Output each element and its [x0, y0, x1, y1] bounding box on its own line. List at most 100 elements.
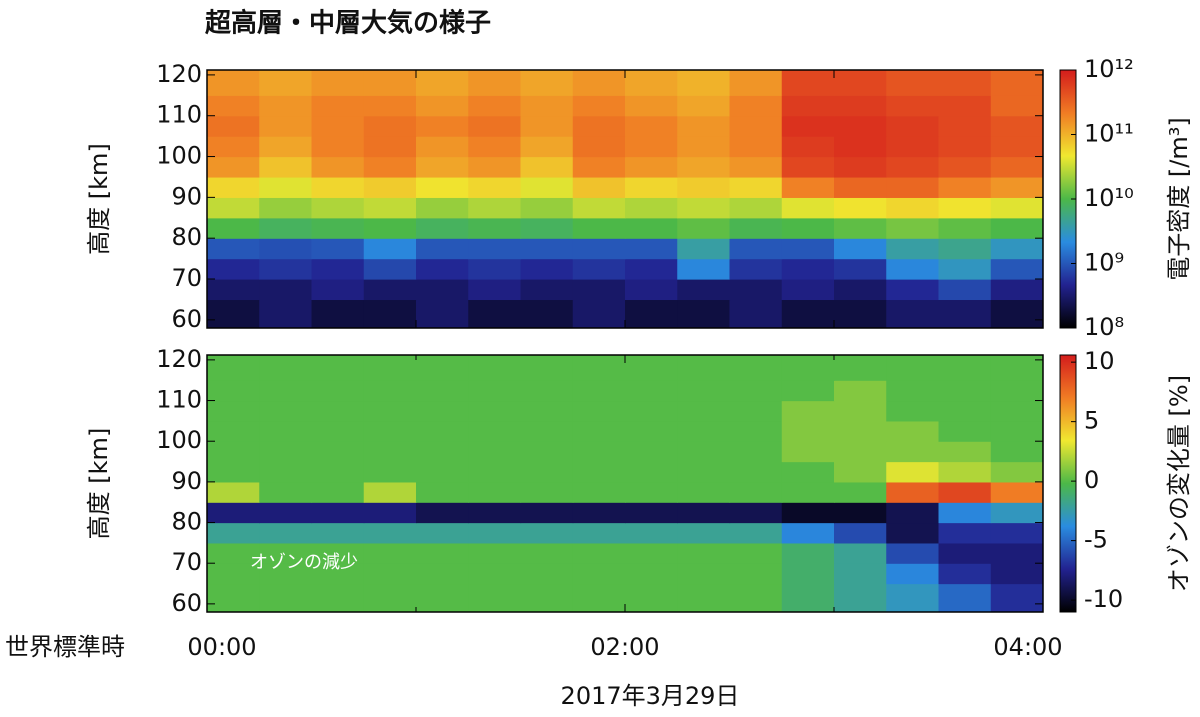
heatmap-cell	[886, 70, 940, 96]
heatmap-cell	[834, 563, 887, 585]
heatmap-cell	[311, 299, 365, 328]
heatmap-cell	[781, 136, 835, 158]
heatmap-cell	[938, 461, 992, 483]
colorbar-tick-label: 0	[1084, 466, 1099, 494]
heatmap-cell	[207, 217, 260, 239]
heatmap-cell	[677, 441, 731, 463]
heatmap-cell	[520, 238, 574, 260]
heatmap-cell	[781, 522, 835, 544]
heatmap-cell	[416, 176, 469, 198]
heatmap-cell	[416, 563, 469, 585]
heatmap-cell	[886, 299, 940, 328]
heatmap-cell	[416, 461, 469, 483]
heatmap-cell	[886, 238, 940, 260]
colorbar-tick-label: 10⁸	[1084, 313, 1124, 341]
heatmap-cell	[625, 380, 678, 402]
heatmap-cell	[677, 115, 731, 137]
heatmap-cell	[468, 522, 522, 544]
heatmap-cell	[677, 70, 731, 96]
heatmap-cell	[677, 481, 731, 503]
heatmap-cell	[990, 156, 1043, 178]
heatmap-cell	[625, 115, 678, 137]
heatmap-cell	[311, 238, 365, 260]
heatmap-cell	[781, 400, 835, 422]
heatmap-cell	[520, 441, 574, 463]
heatmap-cell	[572, 279, 626, 301]
heatmap-cell	[363, 420, 417, 442]
heatmap-cell	[938, 355, 992, 381]
x-tick-label: 02:00	[590, 633, 659, 661]
heatmap-cell	[938, 197, 992, 219]
heatmap-cell	[781, 481, 835, 503]
heatmap	[207, 355, 1043, 612]
heatmap-cell	[207, 461, 260, 483]
heatmap-cell	[572, 197, 626, 219]
heatmap-cell	[677, 238, 731, 260]
heatmap	[207, 70, 1043, 328]
heatmap-cell	[625, 156, 678, 178]
heatmap-cell	[625, 217, 678, 239]
heatmap-cell	[990, 70, 1043, 96]
heatmap-cell	[834, 400, 887, 422]
heatmap-cell	[938, 70, 992, 96]
heatmap-cell	[468, 400, 522, 422]
heatmap-cell	[625, 563, 678, 585]
heatmap-cell	[834, 156, 887, 178]
heatmap-cell	[781, 563, 835, 585]
heatmap-cell	[834, 299, 887, 328]
heatmap-cell	[938, 176, 992, 198]
heatmap-cell	[468, 197, 522, 219]
heatmap-cell	[938, 481, 992, 503]
heatmap-cell	[520, 502, 574, 524]
heatmap-cell	[311, 441, 365, 463]
heatmap-cell	[677, 542, 731, 564]
x-axis-label: 2017年3月29日	[561, 682, 740, 710]
heatmap-cell	[572, 176, 626, 198]
heatmap-cell	[207, 502, 260, 524]
heatmap-cell	[886, 279, 940, 301]
heatmap-cell	[259, 197, 313, 219]
heatmap-cell	[259, 563, 313, 585]
heatmap-cell	[729, 355, 783, 381]
heatmap-cell	[572, 522, 626, 544]
heatmap-cell	[311, 502, 365, 524]
heatmap-cell	[416, 299, 469, 328]
heatmap-cell	[207, 583, 260, 612]
heatmap-cell	[363, 258, 417, 280]
heatmap-cell	[729, 522, 783, 544]
heatmap-cell	[886, 217, 940, 239]
heatmap-cell	[259, 279, 313, 301]
heatmap-cell	[990, 355, 1043, 381]
heatmap-cell	[625, 279, 678, 301]
heatmap-cell	[625, 355, 678, 381]
heatmap-cell	[677, 502, 731, 524]
x-tick-label: 04:00	[993, 633, 1062, 661]
heatmap-cell	[886, 136, 940, 158]
heatmap-cell	[834, 136, 887, 158]
heatmap-cell	[572, 481, 626, 503]
heatmap-cell	[416, 502, 469, 524]
heatmap-cell	[207, 563, 260, 585]
heatmap-cell	[625, 176, 678, 198]
heatmap-cell	[468, 70, 522, 96]
heatmap-cell	[363, 299, 417, 328]
y-tick-label: 70	[171, 264, 202, 292]
heatmap-cell	[311, 583, 365, 612]
heatmap-cell	[625, 461, 678, 483]
x-axis-title: 世界標準時	[5, 633, 125, 661]
heatmap-cell	[520, 522, 574, 544]
heatmap-cell	[990, 115, 1043, 137]
heatmap-cell	[363, 461, 417, 483]
heatmap-cell	[520, 136, 574, 158]
heatmap-cell	[520, 400, 574, 422]
heatmap-cell	[207, 176, 260, 198]
heatmap-cell	[834, 355, 887, 381]
heatmap-cell	[990, 522, 1043, 544]
heatmap-cell	[259, 115, 313, 137]
heatmap-cell	[990, 563, 1043, 585]
heatmap-cell	[520, 217, 574, 239]
heatmap-cell	[729, 95, 783, 117]
heatmap-cell	[990, 176, 1043, 198]
heatmap-cell	[990, 441, 1043, 463]
